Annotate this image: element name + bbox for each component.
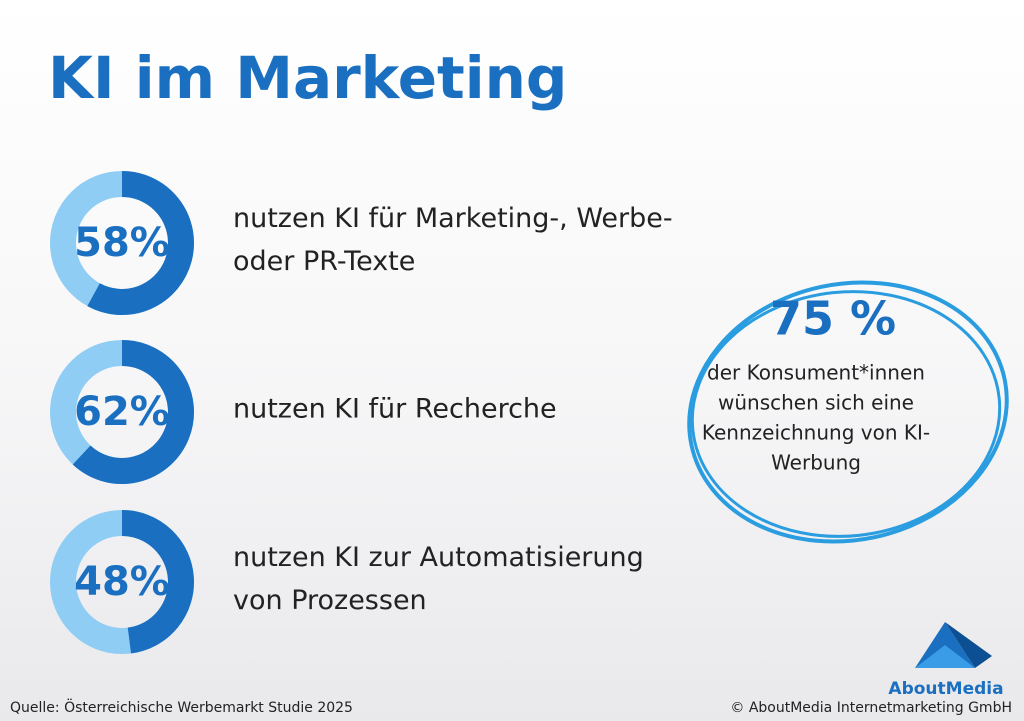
ring-value xyxy=(121,510,194,654)
ring-label: 58% xyxy=(74,220,170,266)
highlight-line: Werbung xyxy=(771,451,861,475)
copyright: © AboutMedia Internetmarketing GmbH xyxy=(730,700,1012,716)
highlight-line: wünschen sich eine xyxy=(718,391,914,415)
title: KI im Marketing xyxy=(48,44,567,112)
highlight-line: der Konsument*innen xyxy=(707,361,925,385)
item-text: nutzen KI zur Automatisierung xyxy=(233,542,644,573)
highlight-text: der Konsument*innen wünschen sich eine Ken… xyxy=(702,361,930,475)
ring-label: 62% xyxy=(74,389,170,435)
item-text: nutzen KI für Recherche xyxy=(233,394,557,425)
items: 58% nutzen KI für Marketing-, Werbe-oder … xyxy=(50,171,673,654)
item-text: nutzen KI für Marketing-, Werbe- xyxy=(233,203,673,234)
item-text: oder PR-Texte xyxy=(233,246,415,277)
item-text: von Prozessen xyxy=(233,585,427,616)
ring-value xyxy=(87,171,194,315)
logo xyxy=(915,622,992,668)
source: Quelle: Österreichische Werbemarkt Studi… xyxy=(10,698,353,716)
logo-text: AboutMedia xyxy=(888,679,1003,699)
ring-value xyxy=(72,340,194,484)
ring-label: 48% xyxy=(74,559,170,605)
highlight-line: Kennzeichnung von KI- xyxy=(702,421,930,445)
highlight-value: 75 % xyxy=(770,292,896,346)
highlight-circle xyxy=(687,280,1009,544)
